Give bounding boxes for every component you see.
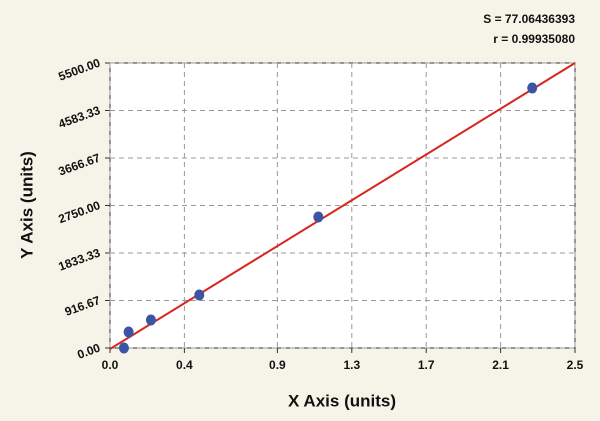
point <box>145 314 156 326</box>
x-tick-label: 1.7 <box>418 358 435 372</box>
x-tick-label: 0.4 <box>176 358 193 372</box>
point <box>313 211 324 223</box>
point <box>194 289 205 301</box>
point <box>118 342 129 354</box>
point <box>527 82 538 94</box>
annotation: S = 77.06436393 <box>483 12 575 26</box>
x-tick-label: 0.9 <box>269 358 286 372</box>
x-tick-label: 0.0 <box>102 358 119 372</box>
x-tick-label: 2.1 <box>492 358 509 372</box>
point <box>123 326 134 338</box>
x-tick-label: 2.5 <box>567 358 584 372</box>
x-axis-title: X Axis (units) <box>288 391 396 410</box>
fit-line <box>109 62 576 350</box>
y-axis-title: Y Axis (units) <box>17 151 36 259</box>
annotation: r = 0.99935080 <box>493 32 575 46</box>
x-tick-label: 1.3 <box>343 358 360 372</box>
